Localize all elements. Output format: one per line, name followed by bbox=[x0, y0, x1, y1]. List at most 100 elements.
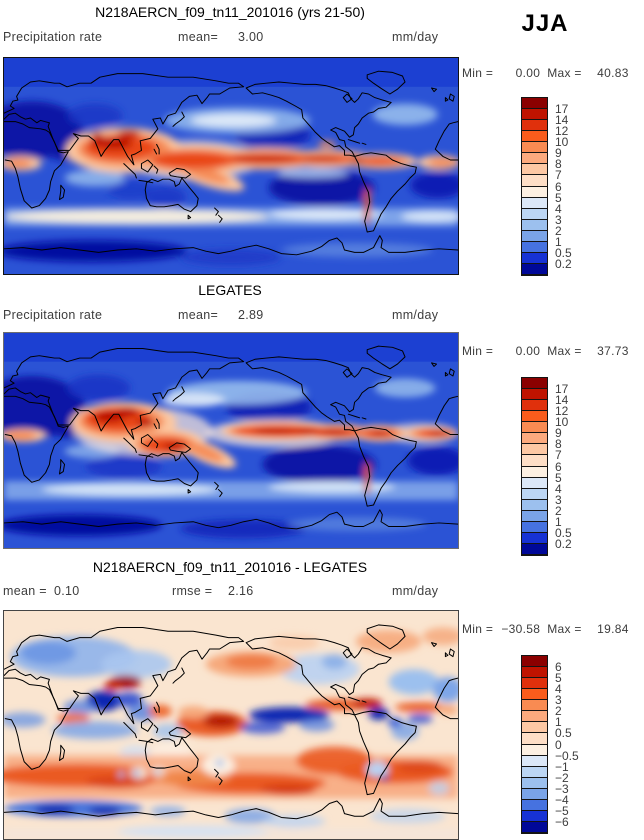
colorbar-tick-label: 14 bbox=[555, 113, 569, 128]
colorbar-obs: 17 14 12 10 9 8 7 6 5 4 3 2 1 0.5 0.2 bbox=[521, 377, 572, 556]
colorbar-tick-label: 8 bbox=[555, 157, 562, 172]
colorbar-cell bbox=[522, 109, 547, 121]
units-label: mm/day bbox=[392, 308, 439, 322]
colorbar-cell bbox=[522, 656, 547, 668]
colorbar-tick-label: 5 bbox=[555, 470, 562, 485]
colorbar-tick-label: 3 bbox=[555, 212, 562, 227]
colorbar-cell bbox=[522, 744, 547, 756]
max-value: 40.83 bbox=[597, 66, 629, 80]
colorbar-tick-label: 0.2 bbox=[555, 256, 572, 271]
colorbar-cell bbox=[522, 175, 547, 187]
colorbar-tick-label: −2 bbox=[555, 770, 569, 785]
colorbar-cell bbox=[522, 433, 547, 445]
colorbar-cell bbox=[522, 98, 547, 110]
colorbar-cell bbox=[522, 219, 547, 231]
colorbar-tick-label: 0.5 bbox=[555, 245, 572, 260]
colorbar-tick-label: 6 bbox=[555, 179, 562, 194]
colorbar-tick-label: 8 bbox=[555, 437, 562, 452]
colorbar-model: 17 14 12 10 9 8 7 6 5 4 3 2 1 0.5 0.2 bbox=[521, 97, 572, 276]
rmse-value: 2.16 bbox=[228, 584, 254, 598]
max-label: Max = bbox=[547, 344, 582, 358]
colorbar-cell bbox=[522, 389, 547, 401]
mean-label: mean= bbox=[178, 30, 219, 44]
colorbar-cell bbox=[522, 799, 547, 811]
colorbar-cell bbox=[522, 788, 547, 800]
colorbar-cell bbox=[522, 131, 547, 143]
colorbar-tick-label: 9 bbox=[555, 426, 562, 441]
mean-value: 0.10 bbox=[54, 584, 80, 598]
colorbar-tick-label: 1 bbox=[555, 234, 562, 249]
colorbar-cell bbox=[522, 810, 547, 822]
colorbar-tick-label: 4 bbox=[555, 682, 562, 697]
minmax-obs: Min = 0.00 Max = 37.73 bbox=[462, 344, 644, 358]
colorbar-cell bbox=[522, 821, 547, 833]
colorbar-tick-label: −4 bbox=[555, 792, 569, 807]
colorbar-cell bbox=[522, 521, 547, 533]
min-value: 0.00 bbox=[515, 344, 541, 358]
units-label: mm/day bbox=[392, 584, 439, 598]
colorbar-cell bbox=[522, 477, 547, 489]
page-title-diff: N218AERCN_f09_tn11_201016 - LEGATES bbox=[92, 559, 368, 575]
minmax-model: Min = 0.00 Max = 40.83 bbox=[462, 66, 644, 80]
colorbar-cell bbox=[522, 700, 547, 712]
colorbar-cell bbox=[522, 667, 547, 679]
colorbar-tick-label: 0 bbox=[555, 737, 562, 752]
mean-label: mean= bbox=[178, 308, 219, 322]
min-label: Min = bbox=[462, 344, 494, 358]
colorbar-cell bbox=[522, 722, 547, 734]
colorbar-tick-label: 0.5 bbox=[555, 726, 572, 741]
max-label: Max = bbox=[547, 66, 582, 80]
colorbar-tick-label: 17 bbox=[555, 382, 569, 397]
colorbar-cell bbox=[522, 543, 547, 555]
colorbar-cell bbox=[522, 755, 547, 767]
min-value: −30.58 bbox=[501, 622, 541, 636]
minmax-diff: Min = −30.58 Max = 19.84 bbox=[462, 622, 644, 636]
colorbar-cell bbox=[522, 197, 547, 209]
season-label: JJA bbox=[521, 10, 569, 37]
colorbar-cell bbox=[522, 532, 547, 544]
colorbar-tick-label: 2 bbox=[555, 503, 562, 518]
colorbar-cell bbox=[522, 422, 547, 434]
colorbar-cell bbox=[522, 510, 547, 522]
colorbar-tick-label: 4 bbox=[555, 481, 562, 496]
colorbar-cell bbox=[522, 689, 547, 701]
min-label: Min = bbox=[462, 622, 494, 636]
variable-label: Precipitation rate bbox=[3, 30, 103, 44]
colorbar-tick-label: 10 bbox=[555, 415, 569, 430]
colorbar-cell bbox=[522, 766, 547, 778]
max-label: Max = bbox=[547, 622, 582, 636]
colorbar-tick-label: 3 bbox=[555, 492, 562, 507]
colorbar-tick-label: 5 bbox=[555, 190, 562, 205]
colorbar-tick-label: 12 bbox=[555, 404, 569, 419]
map-obs bbox=[3, 332, 459, 549]
colorbar-cell bbox=[522, 777, 547, 789]
colorbar-tick-label: −3 bbox=[555, 781, 569, 796]
colorbar-tick-label: 0.5 bbox=[555, 525, 572, 540]
colorbar-tick-label: 12 bbox=[555, 124, 569, 139]
colorbar-cell bbox=[522, 230, 547, 242]
colorbar-tick-label: 2 bbox=[555, 223, 562, 238]
page-title-model: N218AERCN_f09_tn11_201016 (yrs 21-50) bbox=[95, 4, 365, 20]
colorbar-cell bbox=[522, 241, 547, 253]
colorbar-cell bbox=[522, 153, 547, 165]
mean-value: 2.89 bbox=[238, 308, 264, 322]
colorbar-tick-label: 7 bbox=[555, 168, 562, 183]
colorbar-cell bbox=[522, 120, 547, 132]
colorbar-tick-label: 9 bbox=[555, 146, 562, 161]
max-value: 19.84 bbox=[597, 622, 629, 636]
map-diff bbox=[3, 610, 459, 840]
colorbar-cell bbox=[522, 455, 547, 467]
units-label: mm/day bbox=[392, 30, 439, 44]
page-title-obs: LEGATES bbox=[198, 282, 262, 298]
colorbar-cell bbox=[522, 208, 547, 220]
colorbar-cell bbox=[522, 252, 547, 264]
colorbar-cell bbox=[522, 263, 547, 275]
colorbar-tick-label: 6 bbox=[555, 459, 562, 474]
max-value: 37.73 bbox=[597, 344, 629, 358]
mean-label: mean = bbox=[3, 584, 47, 598]
colorbar-cell bbox=[522, 488, 547, 500]
rmse-label: rmse = bbox=[172, 584, 213, 598]
map-model bbox=[3, 57, 459, 275]
colorbar-cell bbox=[522, 400, 547, 412]
